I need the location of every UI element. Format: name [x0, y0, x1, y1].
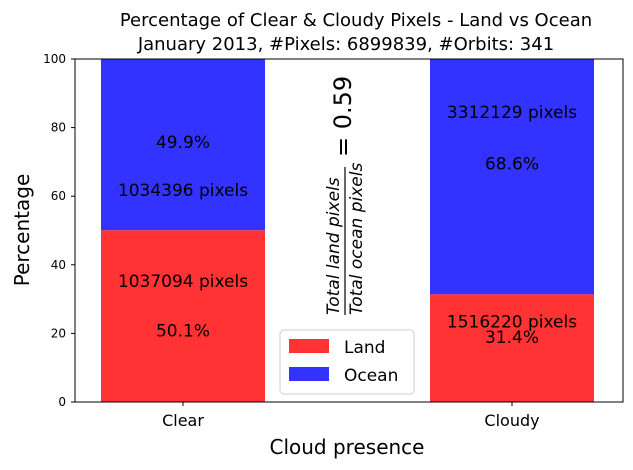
ratio-denominator: Total ocean pixels [347, 163, 367, 315]
bar-label-pixels-clear-ocean: 1034396 pixels [118, 181, 248, 201]
legend-swatch-ocean [289, 367, 329, 381]
y-tick-label: 40 [51, 258, 66, 272]
bar-clear-ocean [101, 59, 265, 231]
y-tick-label: 0 [58, 395, 66, 409]
bar-label-percent-clear-ocean: 49.9% [156, 133, 210, 153]
bar-label-percent-clear-land: 50.1% [156, 322, 210, 342]
bar-label-percent-cloudy-ocean: 68.6% [485, 155, 539, 175]
legend-label-ocean: Ocean [344, 366, 398, 386]
y-tick-label: 20 [51, 326, 66, 340]
chart-title: Percentage of Clear & Cloudy Pixels - La… [120, 10, 592, 31]
bars-group [101, 59, 594, 402]
bar-cloudy-land [430, 294, 594, 402]
x-tick-label-clear: Clear [162, 411, 204, 430]
plot-frame [74, 58, 624, 403]
chart-subtitle: January 2013, #Pixels: 6899839, #Orbits:… [137, 34, 554, 55]
bar-label-percent-cloudy-land: 31.4% [485, 328, 539, 348]
x-tick-label-cloudy: Cloudy [484, 411, 539, 430]
ratio-value: = 0.59 [329, 76, 357, 157]
y-axis-ticks: 0 20 40 60 80 100 [43, 52, 75, 409]
bar-label-pixels-cloudy-ocean: 3312129 pixels [447, 103, 577, 123]
ratio-numerator: Total land pixels [324, 177, 344, 315]
y-axis-label: Percentage [10, 174, 34, 287]
x-axis-ticks: Clear Cloudy [162, 402, 540, 430]
y-tick-label: 80 [51, 121, 66, 135]
ratio-annotation: Total land pixels Total ocean pixels = 0… [324, 76, 367, 315]
bar-label-pixels-clear-land: 1037094 pixels [118, 272, 248, 292]
x-axis-label: Cloud presence [270, 435, 425, 459]
bar-clear-land [101, 230, 265, 402]
y-tick-label: 60 [51, 189, 66, 203]
legend: Land Ocean [279, 329, 415, 395]
legend-swatch-land [289, 339, 329, 353]
bar-cloudy-ocean [430, 59, 594, 295]
bar-labels-group: 1037094 pixels 50.1% 1034396 pixels 49.9% 15… [118, 103, 577, 348]
legend-label-land: Land [344, 338, 385, 358]
bar-label-pixels-cloudy-land: 1516220 pixels [447, 313, 577, 333]
y-tick-label: 100 [43, 52, 66, 66]
